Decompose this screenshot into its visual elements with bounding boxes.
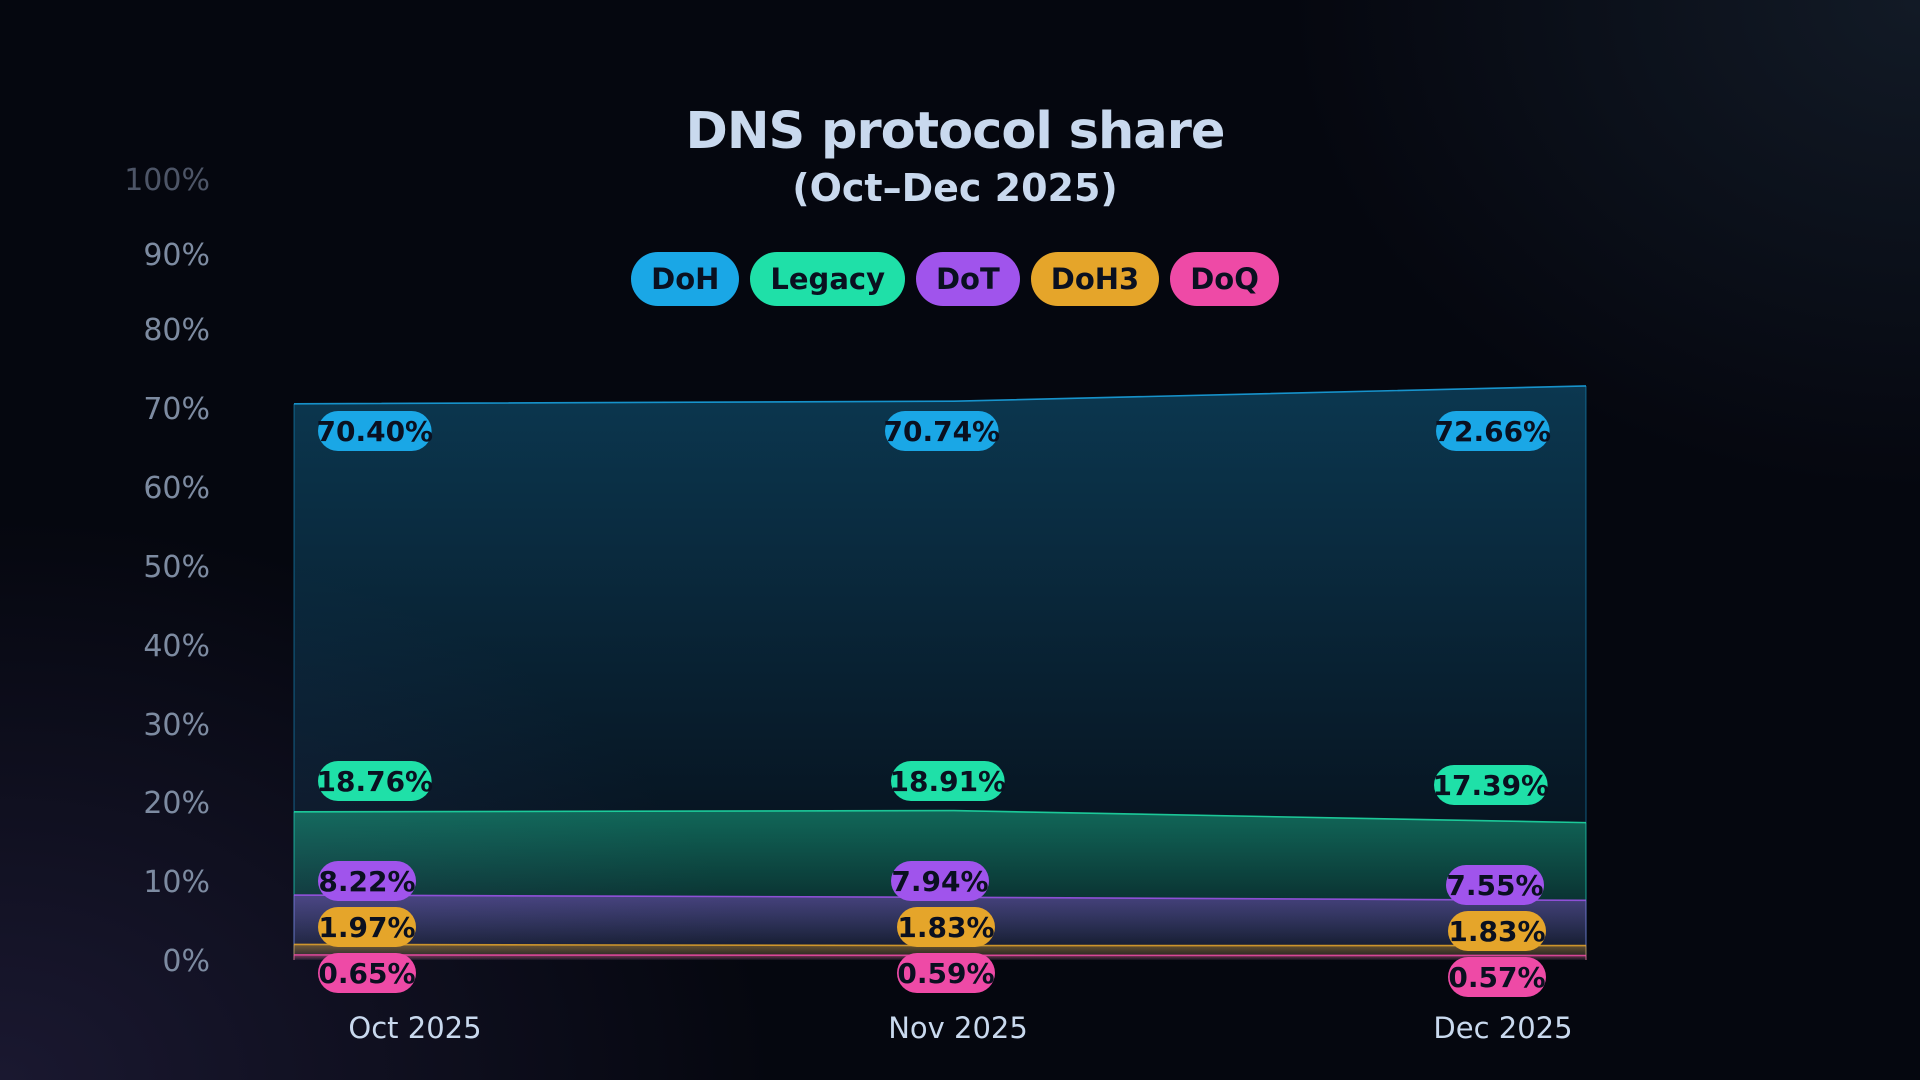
data-label-doh: 72.66% (1434, 411, 1551, 451)
x-axis: Oct 2025 Nov 2025 Dec 2025 (348, 1011, 1572, 1045)
x-tick-label: Dec 2025 (1433, 1011, 1572, 1045)
data-label-text: 1.83% (1448, 915, 1545, 948)
data-label-pill (1448, 911, 1546, 951)
data-label-doh3: 1.97% (318, 907, 416, 947)
data-label-pill (897, 953, 995, 993)
chart-title: DNS protocol share (685, 102, 1226, 161)
y-tick-label: 0% (162, 944, 210, 979)
y-tick-label: 40% (143, 629, 210, 664)
data-label-doh3: 1.83% (1448, 911, 1546, 951)
data-label-text: 70.40% (316, 415, 433, 448)
y-tick-label: 90% (143, 238, 210, 273)
data-label-text: 8.22% (318, 865, 415, 898)
data-label-legacy: 18.91% (889, 761, 1006, 801)
y-tick-label: 70% (143, 392, 210, 427)
y-tick-label: 50% (143, 550, 210, 585)
data-label-text: 70.74% (883, 415, 1000, 448)
data-label-pill (1434, 765, 1548, 805)
legend-item-doq[interactable]: DoQ (1170, 252, 1279, 306)
data-label-text: 7.55% (1446, 869, 1543, 902)
data-label-pill (318, 411, 432, 451)
line-doh (293, 385, 1587, 405)
data-label-doq: 0.59% (897, 953, 995, 993)
data-label-text: 0.57% (1448, 961, 1545, 994)
legend-item-doh3[interactable]: DoH3 (1030, 252, 1160, 306)
data-label-pill (1448, 957, 1546, 997)
data-label-text: 0.59% (897, 957, 994, 990)
data-label-pill (897, 907, 995, 947)
data-label-pill (318, 861, 416, 901)
y-tick-label: 10% (143, 865, 210, 900)
x-tick-label: Nov 2025 (888, 1011, 1028, 1045)
data-label-text: 0.65% (318, 957, 415, 990)
data-label-text: 7.94% (891, 865, 988, 898)
y-tick-label: 80% (143, 313, 210, 348)
data-label-doq: 0.57% (1448, 957, 1546, 997)
data-label-text: 72.66% (1434, 415, 1551, 448)
data-label-dot: 7.55% (1446, 865, 1544, 905)
data-label-legacy: 18.76% (316, 761, 433, 801)
data-label-pill (318, 907, 416, 947)
data-label-pill (318, 761, 432, 801)
data-label-pill (891, 761, 1005, 801)
data-label-dot: 7.94% (891, 861, 989, 901)
x-tick-label: Oct 2025 (348, 1011, 481, 1045)
y-tick-label: 60% (143, 471, 210, 506)
data-label-text: 1.83% (897, 911, 994, 944)
legend-item-doh[interactable]: DoH (631, 252, 740, 306)
chart-legend: DoH Legacy DoT DoH3 DoQ (0, 252, 1910, 306)
data-label-pill (885, 411, 999, 451)
data-labels: 70.40% 70.74% 72.66% 18.76% 18.91% 17.39% 8.22… (316, 411, 1551, 997)
data-label-doh3: 1.83% (897, 907, 995, 947)
data-label-doh: 70.40% (316, 411, 433, 451)
data-label-legacy: 17.39% (1432, 765, 1549, 805)
data-label-dot: 8.22% (318, 861, 416, 901)
y-tick-label: 30% (143, 708, 210, 743)
legend-item-legacy[interactable]: Legacy (750, 252, 905, 306)
y-tick-label: 20% (143, 786, 210, 821)
data-label-text: 18.76% (316, 765, 433, 798)
line-legacy (293, 809, 1587, 824)
data-label-doh: 70.74% (883, 411, 1000, 451)
data-label-pill (1446, 865, 1544, 905)
data-label-text: 1.97% (318, 911, 415, 944)
legend-item-dot[interactable]: DoT (915, 252, 1020, 306)
y-tick-label: 100% (124, 163, 210, 198)
data-label-pill (318, 953, 416, 993)
data-label-pill (1436, 411, 1550, 451)
data-label-doq: 0.65% (318, 953, 416, 993)
y-axis: 0% 10% 20% 30% 40% 50% 60% 70% 80% 90% 100% (124, 163, 210, 979)
data-label-text: 18.91% (889, 765, 1006, 798)
chart-subtitle: (Oct–Dec 2025) (792, 166, 1118, 210)
data-label-text: 17.39% (1432, 769, 1549, 802)
data-label-pill (891, 861, 989, 901)
